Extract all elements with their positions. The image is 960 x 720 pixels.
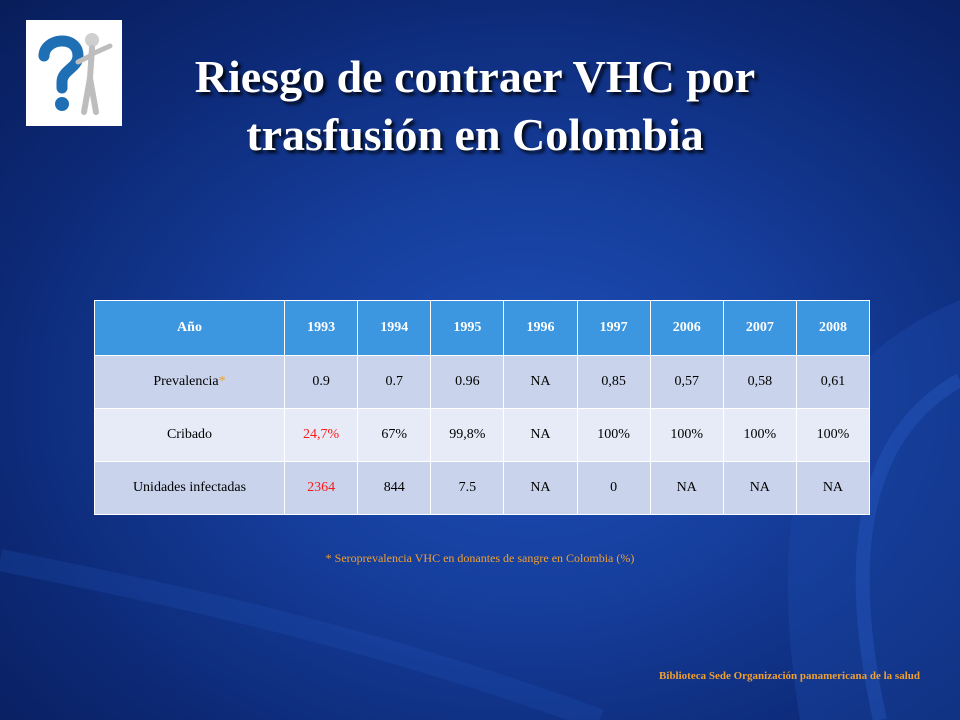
slide-title: Riesgo de contraer VHC por trasfusión en… <box>130 48 820 164</box>
header-cell: 1995 <box>430 300 505 356</box>
table-cell: 0.9 <box>283 355 359 409</box>
table-row: Cribado 24,7% 67% 99,8% NA 100% 100% 100… <box>94 408 871 462</box>
table-cell: NA <box>503 355 578 409</box>
table-cell: 100% <box>576 408 651 462</box>
table-cell-highlight: 24,7% <box>283 408 359 462</box>
table-cell-highlight: 2364 <box>283 461 359 515</box>
question-mark-figure-icon <box>38 33 113 115</box>
table-cell: 7.5 <box>430 461 505 515</box>
header-cell: Año <box>94 300 285 356</box>
table-cell: 0 <box>576 461 651 515</box>
table-cell: NA <box>503 408 578 462</box>
table-row: Unidades infectadas 2364 844 7.5 NA 0 NA… <box>94 461 871 515</box>
header-cell: 1993 <box>283 300 359 356</box>
table-cell: 67% <box>357 408 432 462</box>
table-cell: NA <box>795 461 871 515</box>
table-cell: 99,8% <box>430 408 505 462</box>
table-cell: NA <box>649 461 724 515</box>
question-figure-logo <box>26 20 122 126</box>
table-cell: 0.96 <box>430 355 505 409</box>
table-cell: 100% <box>722 408 797 462</box>
table-header-row: Año 1993 1994 1995 1996 1997 2006 2007 2… <box>94 300 871 356</box>
row-label-text: Prevalencia <box>153 374 219 389</box>
table-cell: 0,85 <box>576 355 651 409</box>
table-cell: 0.7 <box>357 355 432 409</box>
header-cell: 2006 <box>649 300 724 356</box>
row-label: Cribado <box>94 408 285 462</box>
footnote-marker: * <box>218 374 226 389</box>
header-cell: 1996 <box>503 300 578 356</box>
table-cell: NA <box>722 461 797 515</box>
row-label: Prevalencia* <box>94 355 285 409</box>
table-cell: 0,57 <box>649 355 724 409</box>
table-cell: 100% <box>795 408 871 462</box>
table-cell: 0,61 <box>795 355 871 409</box>
header-cell: 1994 <box>357 300 432 356</box>
table-cell: NA <box>503 461 578 515</box>
hcv-risk-table: Año 1993 1994 1995 1996 1997 2006 2007 2… <box>94 300 871 515</box>
header-cell: 1997 <box>576 300 651 356</box>
header-cell: 2008 <box>795 300 871 356</box>
table-footnote: * Seroprevalencia VHC en donantes de san… <box>325 551 635 565</box>
table-row: Prevalencia* 0.9 0.7 0.96 NA 0,85 0,57 0… <box>94 355 871 409</box>
row-label: Unidades infectadas <box>94 461 285 515</box>
table-cell: 100% <box>649 408 724 462</box>
title-line-2: trasfusión en Colombia <box>246 109 704 160</box>
header-cell: 2007 <box>722 300 797 356</box>
title-line-1: Riesgo de contraer VHC por <box>194 51 756 102</box>
table-cell: 844 <box>357 461 432 515</box>
source-credit: Biblioteca Sede Organización panamerican… <box>659 670 920 682</box>
table-cell: 0,58 <box>722 355 797 409</box>
